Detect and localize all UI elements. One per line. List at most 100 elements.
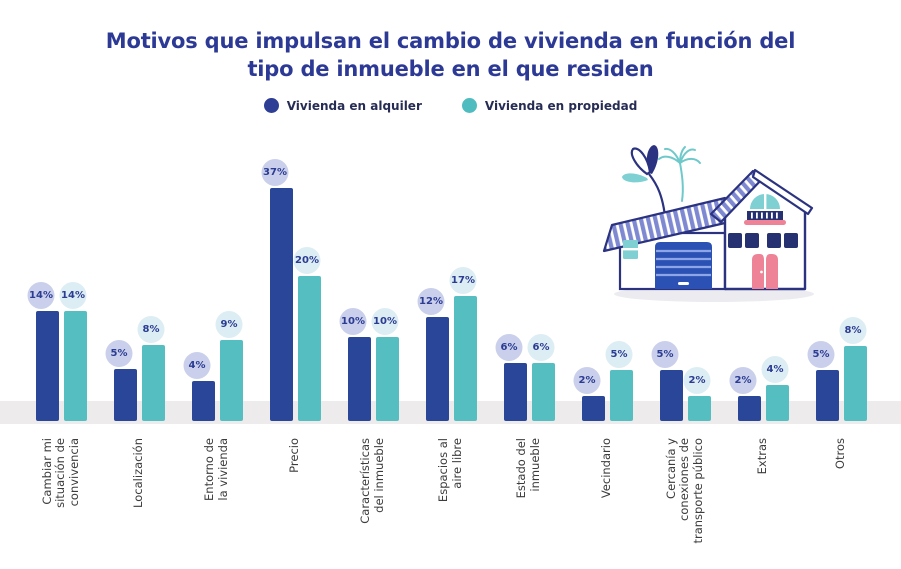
- value-badge-alquiler: 5%: [651, 341, 679, 368]
- value-badge-alquiler: 37%: [261, 159, 289, 186]
- bar-column-alquiler: 10%: [339, 141, 371, 421]
- value-badge-propiedad: 17%: [449, 267, 477, 294]
- value-badge-alquiler: 14%: [27, 282, 55, 309]
- label-cell: Vecindario: [568, 438, 646, 569]
- bar-alquiler: [737, 396, 761, 421]
- label-cell: Localización: [100, 438, 178, 569]
- bar-group: 2% 5%: [568, 141, 646, 421]
- category-label: Cercanía y conexiones de transporte públ…: [663, 438, 705, 544]
- value-badge-propiedad: 20%: [293, 247, 321, 274]
- value-badge-alquiler: 2%: [573, 367, 601, 394]
- bar-propiedad: [687, 396, 711, 421]
- door-icon: [752, 254, 778, 289]
- value-badge-alquiler: 4%: [183, 352, 211, 379]
- bar-column-alquiler: 5%: [807, 141, 839, 421]
- bar-column-alquiler: 37%: [261, 141, 293, 421]
- value-badge-propiedad: 8%: [137, 316, 165, 343]
- value-badge-propiedad: 10%: [371, 308, 399, 335]
- bar-group: 10% 10%: [334, 141, 412, 421]
- bar-alquiler: [347, 337, 371, 421]
- bar-alquiler: [191, 381, 215, 421]
- label-cell: Extras: [724, 438, 802, 569]
- gable-roof-plain: [751, 168, 814, 216]
- bar-propiedad: [843, 346, 867, 421]
- bar-alquiler: [815, 370, 839, 421]
- bar-alquiler: [659, 370, 683, 421]
- legend-item-propiedad: Vivienda en propiedad: [461, 98, 638, 113]
- garage-door-icon: [655, 242, 712, 289]
- bar-column-alquiler: 14%: [27, 141, 59, 421]
- category-label: Espacios al aire libre: [436, 438, 464, 503]
- bar-column-propiedad: 20%: [293, 141, 321, 421]
- value-badge-alquiler: 5%: [105, 340, 133, 367]
- value-badge-alquiler: 2%: [729, 367, 757, 394]
- bar-propiedad: [219, 340, 243, 421]
- bar-group: 2% 4%: [724, 141, 802, 421]
- bar-column-propiedad: 8%: [137, 141, 165, 421]
- bar-column-propiedad: 8%: [839, 141, 867, 421]
- legend-label-alquiler: Vivienda en alquiler: [286, 98, 422, 113]
- bar-column-propiedad: 17%: [449, 141, 477, 421]
- bar-column-alquiler: 5%: [105, 141, 137, 421]
- left-roof: [602, 196, 727, 253]
- value-badge-propiedad: 9%: [215, 311, 243, 338]
- bar-chart: 14% 14% 5% 8% 4% 9% 37% 20% 10% 10% 12% 17% 6% 6% 2% 5%…: [22, 141, 880, 421]
- category-label: Extras: [755, 438, 770, 475]
- windows-icon: [728, 233, 798, 248]
- bar-group: 5% 2%: [646, 141, 724, 421]
- category-label: Estado del inmueble: [514, 438, 542, 499]
- bar-column-alquiler: 6%: [495, 141, 527, 421]
- bar-alquiler: [113, 369, 137, 421]
- label-cell: Otros: [802, 438, 880, 569]
- bar-column-alquiler: 12%: [417, 141, 449, 421]
- label-cell: Cercanía y conexiones de transporte públ…: [646, 438, 724, 569]
- propiedad-dot-icon: [461, 98, 477, 113]
- legend-label-propiedad: Vivienda en propiedad: [484, 98, 638, 113]
- value-badge-alquiler: 5%: [807, 341, 835, 368]
- label-cell: Entorno de la vivienda: [178, 438, 256, 569]
- bar-alquiler: [503, 363, 527, 421]
- bar-column-propiedad: 14%: [59, 141, 87, 421]
- category-label: Cambiar mi situación de convivencia: [39, 438, 81, 508]
- x-axis-labels: Cambiar mi situación de convivencia Local…: [22, 438, 880, 569]
- arch-window-icon: [744, 193, 786, 225]
- bar-column-propiedad: 9%: [215, 141, 243, 421]
- alquiler-dot-icon: [263, 98, 279, 113]
- bar-propiedad: [375, 337, 399, 421]
- bar-column-alquiler: 2%: [729, 141, 761, 421]
- label-cell: Cambiar mi situación de convivencia: [22, 438, 100, 569]
- bar-column-alquiler: 2%: [573, 141, 605, 421]
- chart-title: Motivos que impulsan el cambio de vivien…: [105, 29, 796, 81]
- value-badge-propiedad: 14%: [59, 282, 87, 309]
- bar-group: 37% 20%: [256, 141, 334, 421]
- house-illustration: [602, 145, 814, 302]
- value-badge-propiedad: 4%: [761, 356, 789, 383]
- bar-propiedad: [765, 385, 789, 421]
- bar-group: 5% 8%: [802, 141, 880, 421]
- bar-propiedad: [531, 363, 555, 421]
- bar-group: 12% 17%: [412, 141, 490, 421]
- palm-icon: [658, 146, 701, 202]
- bar-column-propiedad: 4%: [761, 141, 789, 421]
- bar-alquiler: [269, 188, 293, 421]
- value-badge-propiedad: 2%: [683, 367, 711, 394]
- label-cell: Espacios al aire libre: [412, 438, 490, 569]
- bar-column-alquiler: 5%: [651, 141, 683, 421]
- category-label: Localización: [131, 438, 146, 508]
- small-window-icon: [623, 240, 638, 259]
- bar-column-alquiler: 4%: [183, 141, 215, 421]
- category-label: Entorno de la vivienda: [202, 438, 230, 501]
- bar-alquiler: [35, 311, 59, 421]
- category-label: Características del inmueble: [358, 438, 386, 524]
- bar-column-propiedad: 5%: [605, 141, 633, 421]
- category-label: Vecindario: [599, 438, 614, 499]
- bar-propiedad: [609, 370, 633, 421]
- bar-column-propiedad: 6%: [527, 141, 555, 421]
- chart-legend: Vivienda en alquiler Vivienda en propied…: [0, 98, 901, 113]
- value-badge-propiedad: 5%: [605, 341, 633, 368]
- value-badge-alquiler: 6%: [495, 334, 523, 361]
- bar-column-propiedad: 2%: [683, 141, 711, 421]
- bar-group: 5% 8%: [100, 141, 178, 421]
- value-badge-alquiler: 12%: [417, 288, 445, 315]
